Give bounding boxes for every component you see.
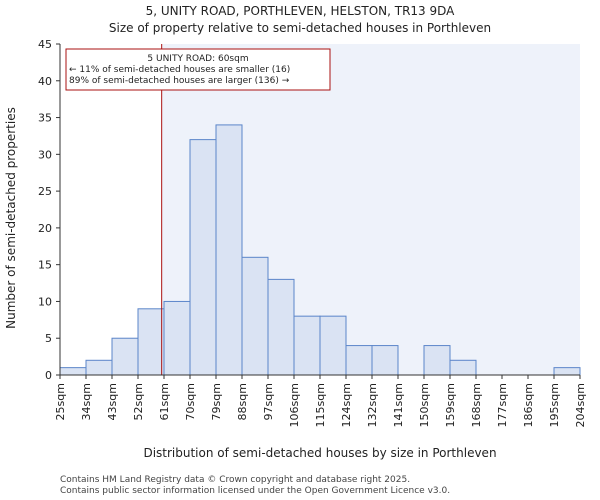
annotation-box: 5 UNITY ROAD: 60sqm ← 11% of semi-detach…: [65, 48, 331, 91]
x-tick-label: 177sqm: [496, 383, 509, 427]
x-tick-label: 141sqm: [392, 383, 405, 427]
bar: [85, 359, 113, 376]
annotation-line-3: 89% of semi-detached houses are larger (…: [69, 76, 290, 86]
y-tick-label: 0: [45, 369, 52, 382]
x-tick-label: 61sqm: [158, 383, 171, 420]
x-tick-label: 204sqm: [574, 383, 587, 427]
x-tick-label: 159sqm: [444, 383, 457, 427]
x-tick-label: 115sqm: [314, 383, 327, 427]
bar: [345, 345, 373, 376]
x-ticks: 25sqm 34sqm 43sqm 52sqm 61sqm 70sqm 79sqm 88sqm…: [54, 375, 587, 427]
y-tick-label: 25: [38, 185, 52, 198]
x-tick-label: 88sqm: [236, 383, 249, 420]
bars-group: [59, 124, 581, 376]
bar: [371, 345, 399, 376]
bar: [137, 308, 165, 376]
x-tick-label: 150sqm: [418, 383, 431, 427]
annotation-frame: [65, 48, 331, 91]
y-tick-label: 30: [38, 148, 52, 161]
chart-title: 5, UNITY ROAD, PORTHLEVEN, HELSTON, TR13…: [146, 4, 456, 18]
bar: [319, 315, 347, 376]
bar: [189, 139, 217, 376]
x-tick-label: 186sqm: [522, 383, 535, 427]
x-tick-label: 34sqm: [80, 383, 93, 420]
annotation-line-1: 5 UNITY ROAD: 60sqm: [147, 54, 248, 64]
y-tick-label: 5: [45, 332, 52, 345]
y-axis-label: Number of semi-detached properties: [4, 107, 18, 329]
footer-line-1: Contains HM Land Registry data © Crown c…: [60, 475, 410, 485]
x-tick-label: 43sqm: [106, 383, 119, 420]
bar: [111, 337, 139, 376]
chart-subtitle: Size of property relative to semi-detach…: [109, 21, 491, 35]
bar: [553, 367, 581, 376]
x-tick-label: 168sqm: [470, 383, 483, 427]
y-tick-label: 35: [38, 112, 52, 125]
y-tick-label: 10: [38, 295, 52, 308]
y-tick-label: 40: [38, 75, 52, 88]
x-tick-label: 25sqm: [54, 383, 67, 420]
x-tick-label: 195sqm: [548, 383, 561, 427]
bar: [293, 315, 321, 376]
x-tick-label: 132sqm: [366, 383, 379, 427]
bar: [163, 300, 191, 376]
x-tick-label: 79sqm: [210, 383, 223, 420]
y-tick-label: 20: [38, 222, 52, 235]
bar: [241, 256, 269, 376]
y-ticks: 0 5 10 15 20 25 30 35 40 45: [38, 38, 60, 382]
x-tick-label: 97sqm: [262, 383, 275, 420]
bar: [449, 359, 477, 376]
x-tick-label: 124sqm: [340, 383, 353, 427]
x-tick-label: 70sqm: [184, 383, 197, 420]
x-tick-label: 106sqm: [288, 383, 301, 427]
bar: [215, 124, 243, 376]
annotation-line-2: ← 11% of semi-detached houses are smalle…: [69, 65, 290, 75]
y-tick-label: 15: [38, 259, 52, 272]
bar: [423, 345, 451, 376]
x-tick-label: 52sqm: [132, 383, 145, 420]
x-axis-label: Distribution of semi-detached houses by …: [143, 446, 496, 460]
footer-line-2: Contains public sector information licen…: [60, 486, 450, 496]
y-tick-label: 45: [38, 38, 52, 51]
bar: [267, 278, 295, 376]
bar: [59, 367, 87, 376]
